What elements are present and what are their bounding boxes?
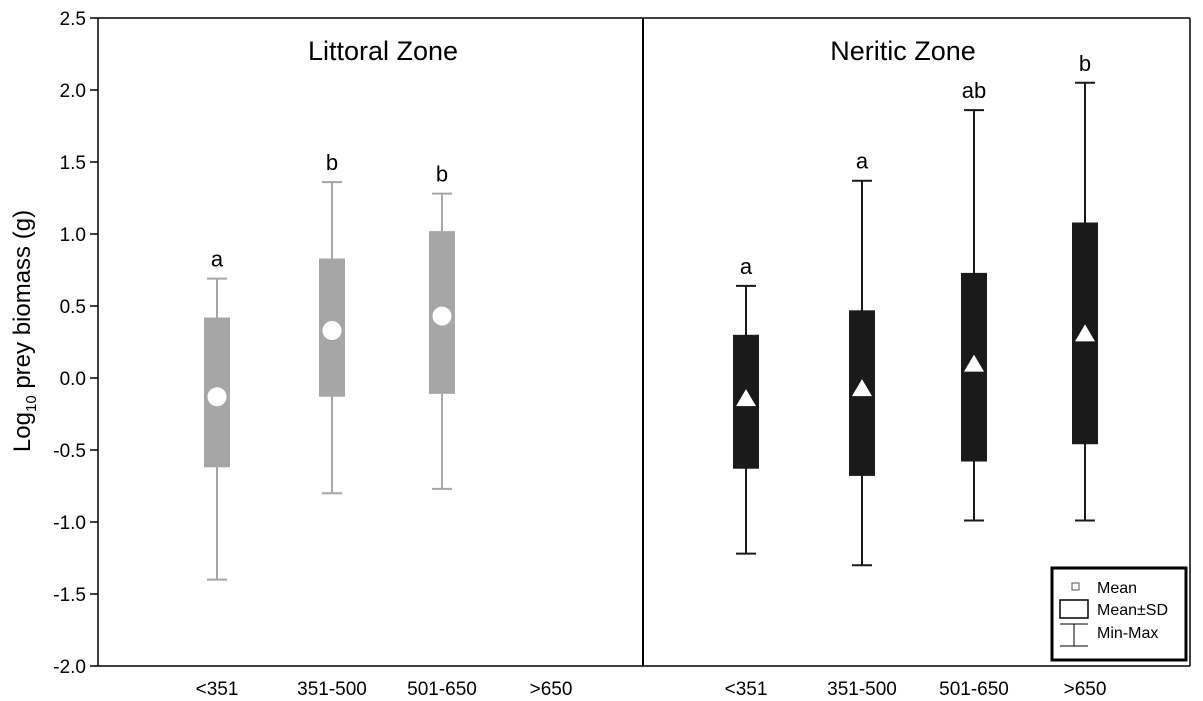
y-axis-label-subscript: 10 [23, 395, 40, 412]
panel-title: Littoral Zone [308, 36, 458, 66]
mean-marker [736, 389, 756, 407]
y-axis-label-rest: prey biomass (g) [9, 210, 36, 395]
y-tick-label: 2.0 [60, 81, 86, 102]
y-tick-label: 1.5 [60, 153, 86, 174]
significance-letter: b [326, 150, 338, 175]
x-tick-label: 501-650 [939, 679, 1009, 700]
x-tick-label: 351-500 [297, 679, 367, 700]
significance-letter: a [211, 247, 224, 272]
y-tick-label: 2.5 [60, 9, 86, 30]
legend-label-sd: Mean±SD [1097, 602, 1168, 619]
significance-letter: b [436, 162, 448, 187]
y-tick-label: -2.0 [53, 657, 86, 678]
y-axis-label-text: Log10 prey biomass (g) [9, 210, 40, 452]
legend-sd-box [1059, 599, 1089, 619]
y-tick-label: 0.5 [60, 297, 86, 318]
y-axis: -2.0 -1.5 -1.0 -0.5 0.0 0.5 1.0 1.5 2.0 2.5 [53, 9, 99, 678]
box-group: b [429, 162, 455, 490]
legend: Mean Mean±SD Min-Max [1050, 566, 1188, 662]
box-group: a [849, 149, 875, 567]
x-tick-label: <351 [196, 679, 239, 700]
y-tick-label: 0.0 [60, 369, 86, 390]
box-group: ab [961, 78, 987, 522]
panel-neritic: Neritic Zone <351 351-500 501-650 >650 a a ab b [725, 36, 1107, 700]
significance-letter: a [740, 254, 753, 279]
y-tick-label: -0.5 [53, 441, 86, 462]
y-tick-label: -1.0 [53, 513, 86, 534]
box-group: a [733, 254, 759, 555]
panel-title: Neritic Zone [830, 36, 976, 66]
mean-marker [432, 306, 452, 326]
legend-mean-marker [1071, 582, 1080, 591]
mean-marker [322, 320, 342, 340]
x-tick-label: >650 [1064, 679, 1107, 700]
significance-letter: b [1079, 51, 1091, 76]
legend-label-minmax: Min-Max [1097, 625, 1158, 642]
legend-label-mean: Mean [1097, 580, 1137, 597]
box-group: b [1072, 51, 1098, 522]
y-tick-label: -1.5 [53, 585, 86, 606]
x-tick-label: 501-650 [407, 679, 477, 700]
x-tick-label: <351 [725, 679, 768, 700]
box-group: a [204, 247, 230, 581]
x-tick-label: >650 [530, 679, 573, 700]
mean-marker [207, 387, 227, 407]
mean-marker [964, 354, 984, 372]
mean-marker [1075, 324, 1095, 342]
mean-marker [852, 379, 872, 397]
significance-letter: ab [962, 78, 986, 103]
x-tick-label: 351-500 [827, 679, 897, 700]
y-tick-label: 1.0 [60, 225, 86, 246]
significance-letter: a [856, 149, 869, 174]
box-group: b [319, 150, 345, 495]
y-axis-label-main: Log [9, 412, 36, 452]
y-axis-label: Log10 prey biomass (g) [9, 210, 40, 452]
panel-littoral: Littoral Zone <351 351-500 501-650 >650 a b b [196, 36, 573, 700]
